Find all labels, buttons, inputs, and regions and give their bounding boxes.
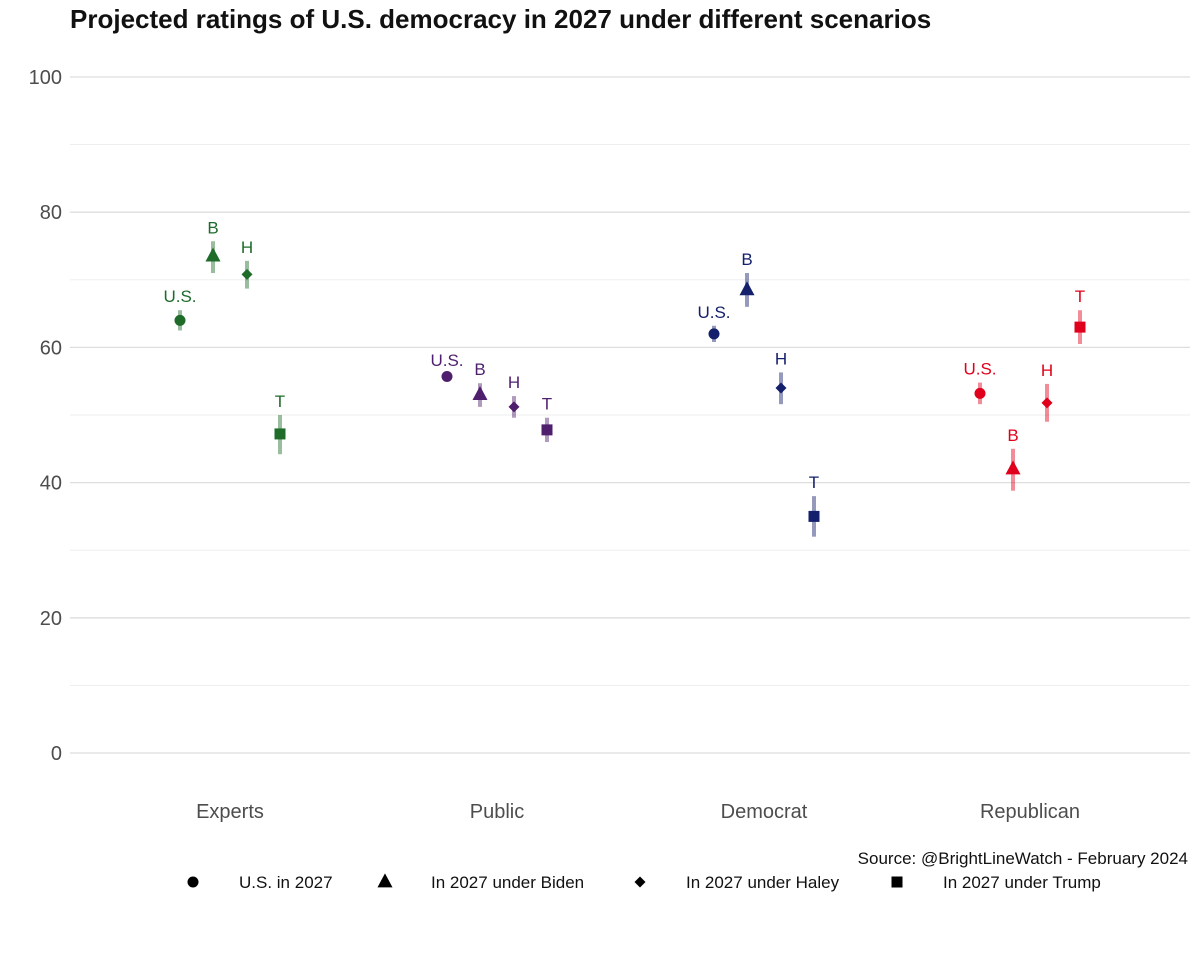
data-point [241,268,253,280]
point-label: B [1007,426,1018,445]
data-point [775,382,787,394]
legend: U.S. in 2027 In 2027 under Biden In 2027 u… [187,873,1101,892]
data-point [508,401,520,413]
plot-marks: U.S. B H T U.S. B H T U.S. B H T U.S. B H T [163,218,1086,537]
y-tick-label: 80 [40,202,62,224]
x-category-label: Republican [980,801,1080,823]
point-label: B [207,218,218,237]
point-label: H [775,349,787,368]
data-point [174,314,186,326]
legend-label: In 2027 under Haley [686,873,840,892]
x-category-label: Public [470,801,524,823]
chart-title: Projected ratings of U.S. democracy in 2… [70,4,931,34]
point-label: U.S. [697,303,730,322]
legend-key-square [891,876,903,888]
gridlines [70,76,1190,754]
legend-label: In 2027 under Biden [431,873,584,892]
point-label: T [809,473,819,492]
source-note: Source: @BrightLineWatch - February 2024 [858,849,1188,868]
data-point [274,428,286,440]
y-tick-label: 100 [29,67,62,89]
data-point [1074,321,1086,333]
point-label: U.S. [430,351,463,370]
legend-label: U.S. in 2027 [239,873,333,892]
y-tick-label: 20 [40,608,62,630]
data-point [974,387,986,399]
legend-key-circle [187,876,199,888]
point-label: T [275,392,285,411]
y-tick-label: 60 [40,337,62,359]
point-label: H [241,238,253,257]
point-label: U.S. [963,360,996,379]
x-category-label: Experts [196,801,264,823]
data-point [1005,460,1021,475]
data-point [441,370,453,382]
data-point [205,247,221,262]
y-axis: 0 20 40 60 80 100 [29,67,62,765]
data-point [541,424,553,436]
y-tick-label: 40 [40,473,62,495]
x-axis: Experts Public Democrat Republican [196,801,1080,823]
data-point [739,281,755,296]
data-point [472,386,488,401]
y-tick-label: 0 [51,743,62,765]
data-point [708,328,720,340]
x-category-label: Democrat [721,801,808,823]
data-point [1041,397,1053,409]
data-point [808,510,820,522]
legend-label: In 2027 under Trump [943,873,1101,892]
legend-key-diamond [634,876,646,888]
point-label: B [741,250,752,269]
point-label: B [474,360,485,379]
point-label: H [1041,361,1053,380]
legend-key-triangle [377,873,393,888]
point-label: U.S. [163,287,196,306]
point-label: T [542,395,552,414]
point-label: T [1075,287,1085,306]
point-label: H [508,373,520,392]
